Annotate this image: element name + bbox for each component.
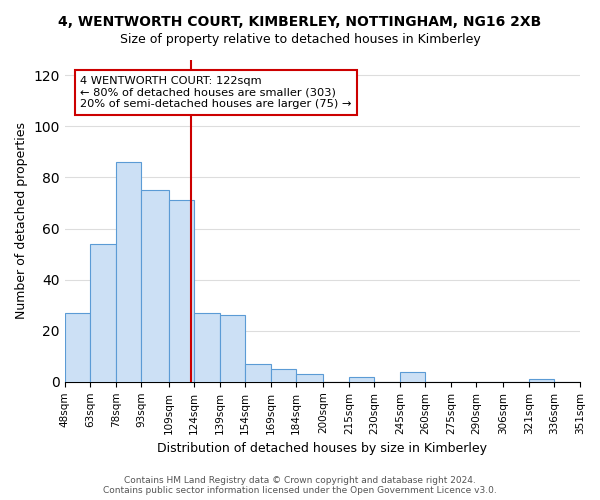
Y-axis label: Number of detached properties: Number of detached properties — [15, 122, 28, 320]
Bar — [245, 364, 271, 382]
Bar — [271, 369, 296, 382]
X-axis label: Distribution of detached houses by size in Kimberley: Distribution of detached houses by size … — [157, 442, 487, 455]
Bar — [220, 316, 245, 382]
Bar — [90, 244, 116, 382]
Bar — [116, 162, 142, 382]
Text: 4 WENTWORTH COURT: 122sqm
← 80% of detached houses are smaller (303)
20% of semi: 4 WENTWORTH COURT: 122sqm ← 80% of detac… — [80, 76, 352, 110]
Bar — [529, 380, 554, 382]
Text: 4, WENTWORTH COURT, KIMBERLEY, NOTTINGHAM, NG16 2XB: 4, WENTWORTH COURT, KIMBERLEY, NOTTINGHA… — [58, 15, 542, 29]
Bar — [142, 190, 169, 382]
Bar — [169, 200, 194, 382]
Bar — [349, 376, 374, 382]
Bar — [400, 372, 425, 382]
Bar — [194, 313, 220, 382]
Bar — [65, 313, 90, 382]
Bar — [296, 374, 323, 382]
Text: Contains HM Land Registry data © Crown copyright and database right 2024.
Contai: Contains HM Land Registry data © Crown c… — [103, 476, 497, 495]
Text: Size of property relative to detached houses in Kimberley: Size of property relative to detached ho… — [119, 32, 481, 46]
